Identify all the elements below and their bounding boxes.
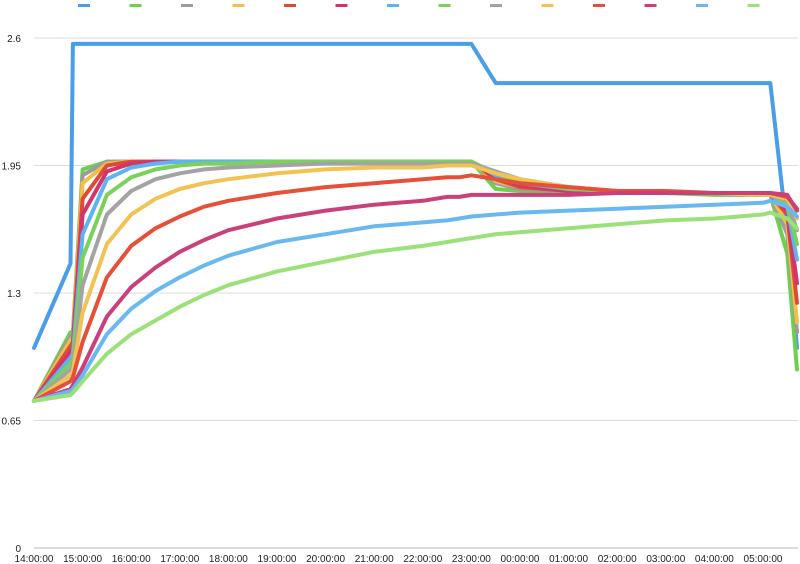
series-line-1 (32, 41, 799, 350)
legend-swatch-8 (438, 4, 451, 7)
series-line-6 (32, 159, 799, 403)
y-tick-label: 1.3 (7, 289, 21, 300)
legend-swatch-13 (696, 4, 708, 7)
x-tick-label: 19:00:00 (258, 554, 297, 564)
y-tick-label: 0 (15, 544, 21, 555)
legend-swatch-11 (593, 4, 605, 7)
legend-swatch-6 (335, 4, 348, 7)
x-tick-label: 00:00:00 (501, 554, 540, 564)
x-tick-label: 21:00:00 (355, 554, 394, 564)
legend-swatch-9 (490, 4, 502, 7)
x-tick-label: 20:00:00 (306, 554, 345, 564)
x-tick-label: 16:00:00 (112, 554, 151, 564)
y-axis-ticks: 0 0.65 1.3 1.95 2.6 (2, 34, 22, 555)
x-tick-label: 14:00:00 (15, 554, 54, 564)
gridlines (34, 37, 798, 549)
x-axis-ticks: 14:00:00 15:00:00 16:00:00 17:00:00 18:00:00… (15, 554, 783, 564)
series-line-3 (32, 159, 799, 403)
x-tick-label: 15:00:00 (63, 554, 102, 564)
series-line-7 (32, 159, 799, 403)
x-tick-label: 04:00:00 (695, 554, 734, 564)
series-line-2 (32, 159, 799, 403)
series-line-13 (32, 198, 799, 403)
series-line-12 (32, 191, 799, 403)
series-line-5 (32, 159, 799, 403)
series-line-8 (32, 159, 799, 403)
legend-swatch-3 (181, 4, 193, 7)
x-tick-label: 23:00:00 (452, 554, 491, 564)
x-tick-label: 18:00:00 (209, 554, 248, 564)
x-tick-label: 05:00:00 (744, 554, 783, 564)
x-tick-label: 03:00:00 (646, 554, 685, 564)
legend-swatch-5 (284, 4, 296, 7)
x-tick-label: 22:00:00 (403, 554, 442, 564)
y-tick-label: 0.65 (2, 417, 22, 428)
legend (78, 4, 760, 7)
x-tick-label: 02:00:00 (598, 554, 637, 564)
legend-swatch-14 (747, 4, 760, 7)
legend-swatch-4 (232, 4, 245, 7)
y-tick-label: 2.6 (7, 34, 21, 45)
series-line-9 (32, 161, 799, 403)
series-lines (32, 41, 799, 403)
y-tick-label: 1.95 (2, 162, 22, 173)
x-tick-label: 01:00:00 (549, 554, 588, 564)
series-line-14 (32, 210, 799, 403)
series-line-4 (32, 159, 799, 403)
legend-swatch-12 (644, 4, 657, 7)
series-line-11 (32, 173, 799, 403)
x-tick-label: 17:00:00 (160, 554, 199, 564)
legend-swatch-1 (78, 4, 90, 7)
legend-swatch-7 (387, 4, 399, 7)
legend-swatch-10 (541, 4, 554, 7)
legend-swatch-2 (129, 4, 142, 7)
